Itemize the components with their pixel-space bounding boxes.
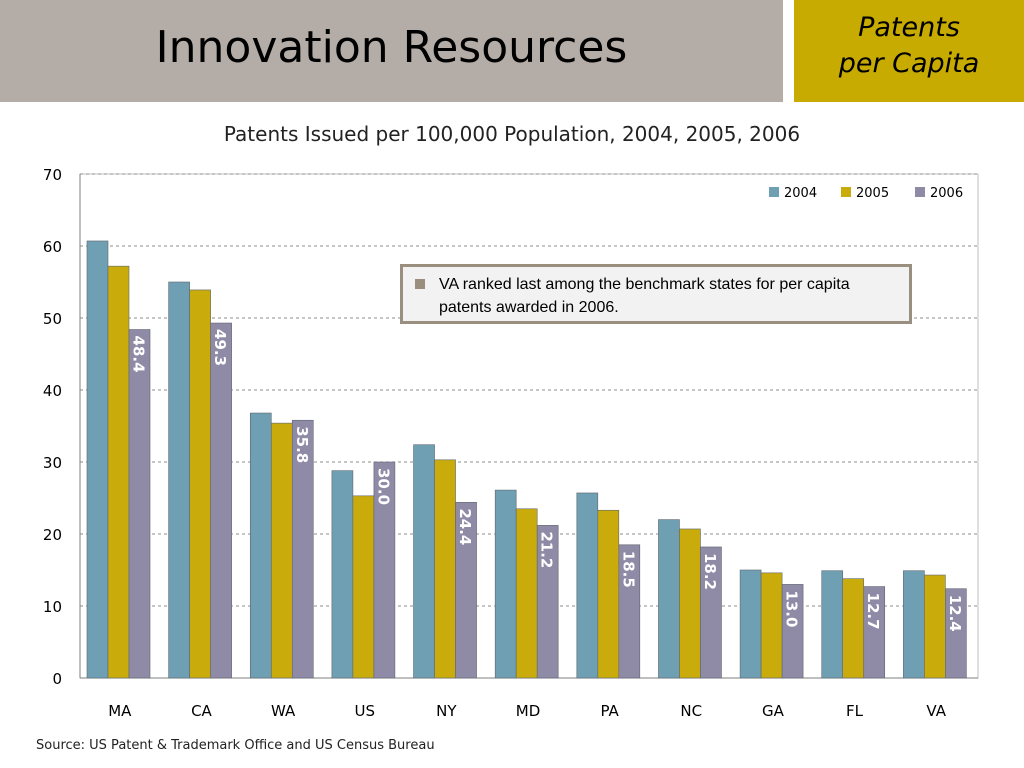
y-tick-label: 20 xyxy=(43,526,62,544)
bar-MA-2004 xyxy=(86,240,109,679)
data-label-2006: 18.2 xyxy=(701,553,719,590)
y-tick-label: 0 xyxy=(52,670,62,688)
bar-NC-2005 xyxy=(679,528,701,679)
data-label-2006: 30.0 xyxy=(374,468,392,505)
bar-GA-2005 xyxy=(760,572,783,679)
data-label-2006: 48.4 xyxy=(130,336,148,373)
legend-swatch-2005 xyxy=(841,187,851,197)
data-label-2006: 21.2 xyxy=(538,531,556,568)
topic-badge-line1: Patents xyxy=(858,12,960,43)
callout-text: VA ranked last among the benchmark state… xyxy=(439,276,850,316)
bar-NY-2004 xyxy=(413,444,435,679)
bar-FL-2006 xyxy=(863,586,886,679)
y-tick-label: 50 xyxy=(43,310,62,328)
x-tick-label: MA xyxy=(108,702,132,720)
topic-badge-line2: per Capita xyxy=(838,48,980,79)
bar-WA-2006 xyxy=(291,419,314,679)
legend-swatch-2006 xyxy=(915,187,925,197)
bar-NY-2005 xyxy=(434,459,456,679)
x-tick-label: MD xyxy=(516,702,541,720)
y-tick-label: 70 xyxy=(43,166,62,184)
x-tick-label: NC xyxy=(680,702,702,720)
bar-MD-2004 xyxy=(494,489,517,679)
bar-chart: 0 10 20 30 40 50 60 70 48.4 MA 49.3 CA 35.8 WA 30.0 US 2… xyxy=(43,166,979,720)
bar-MA-2006 xyxy=(128,329,151,679)
bar-MD-2006 xyxy=(536,525,559,679)
chart-title: Patents Issued per 100,000 Population, 2… xyxy=(223,122,801,146)
callout-bullet-icon xyxy=(415,279,425,289)
legend-label-2005: 2005 xyxy=(856,186,889,201)
x-tick-label: NY xyxy=(436,702,457,720)
bar-NC-2006 xyxy=(700,546,722,679)
topic-badge: Patents per Capita xyxy=(794,0,1024,102)
y-tick-label: 30 xyxy=(43,454,62,472)
bar-PA-2004 xyxy=(576,492,599,679)
bar-CA-2006 xyxy=(210,322,232,679)
data-label-2006: 49.3 xyxy=(211,329,229,366)
page-title: Innovation Resources xyxy=(155,22,628,73)
bar-MD-2005 xyxy=(515,508,538,679)
x-tick-label: VA xyxy=(926,702,946,720)
bar-PA-2005 xyxy=(597,509,620,679)
x-tick-label: PA xyxy=(600,702,619,720)
y-tick-label: 40 xyxy=(43,382,62,400)
bar-GA-2004 xyxy=(739,569,762,679)
bar-US-2006 xyxy=(373,461,396,679)
topic-badge-text: Patents per Capita xyxy=(794,10,1024,82)
bar-MA-2005 xyxy=(107,265,130,679)
bar-VA-2005 xyxy=(924,574,946,679)
data-label-2006: 13.0 xyxy=(783,590,801,627)
y-tick-label: 10 xyxy=(43,598,62,616)
bar-US-2004 xyxy=(331,470,354,679)
data-label-2006: 24.4 xyxy=(456,508,474,545)
bar-CA-2004 xyxy=(168,281,190,679)
x-tick-label: CA xyxy=(191,702,212,720)
data-label-2006: 18.5 xyxy=(619,551,637,588)
x-tick-label: GA xyxy=(762,702,785,720)
x-tick-label: US xyxy=(354,702,375,720)
bar-FL-2005 xyxy=(842,578,865,679)
callout-box: VA ranked last among the benchmark state… xyxy=(400,264,912,324)
source-note: Source: US Patent & Trademark Office and… xyxy=(36,738,435,753)
bar-WA-2005 xyxy=(270,422,293,679)
bar-PA-2006 xyxy=(618,544,641,679)
legend-label-2006: 2006 xyxy=(930,186,963,201)
bar-VA-2006 xyxy=(945,588,967,679)
bar-VA-2004 xyxy=(903,570,925,679)
bar-WA-2004 xyxy=(249,412,272,679)
bar-CA-2005 xyxy=(189,289,211,679)
bar-GA-2006 xyxy=(781,584,804,679)
data-label-2006: 12.4 xyxy=(946,595,964,632)
y-tick-label: 60 xyxy=(43,238,62,256)
bar-NC-2004 xyxy=(658,519,680,679)
header-band xyxy=(0,0,783,102)
x-tick-label: WA xyxy=(271,702,296,720)
data-label-2006: 35.8 xyxy=(293,426,311,463)
legend-swatch-2004 xyxy=(769,187,779,197)
bar-FL-2004 xyxy=(821,570,844,679)
bar-US-2005 xyxy=(352,495,375,679)
x-tick-label: FL xyxy=(846,702,864,720)
data-label-2006: 12.7 xyxy=(864,593,882,630)
legend-label-2004: 2004 xyxy=(784,186,817,201)
bar-NY-2006 xyxy=(455,502,477,679)
